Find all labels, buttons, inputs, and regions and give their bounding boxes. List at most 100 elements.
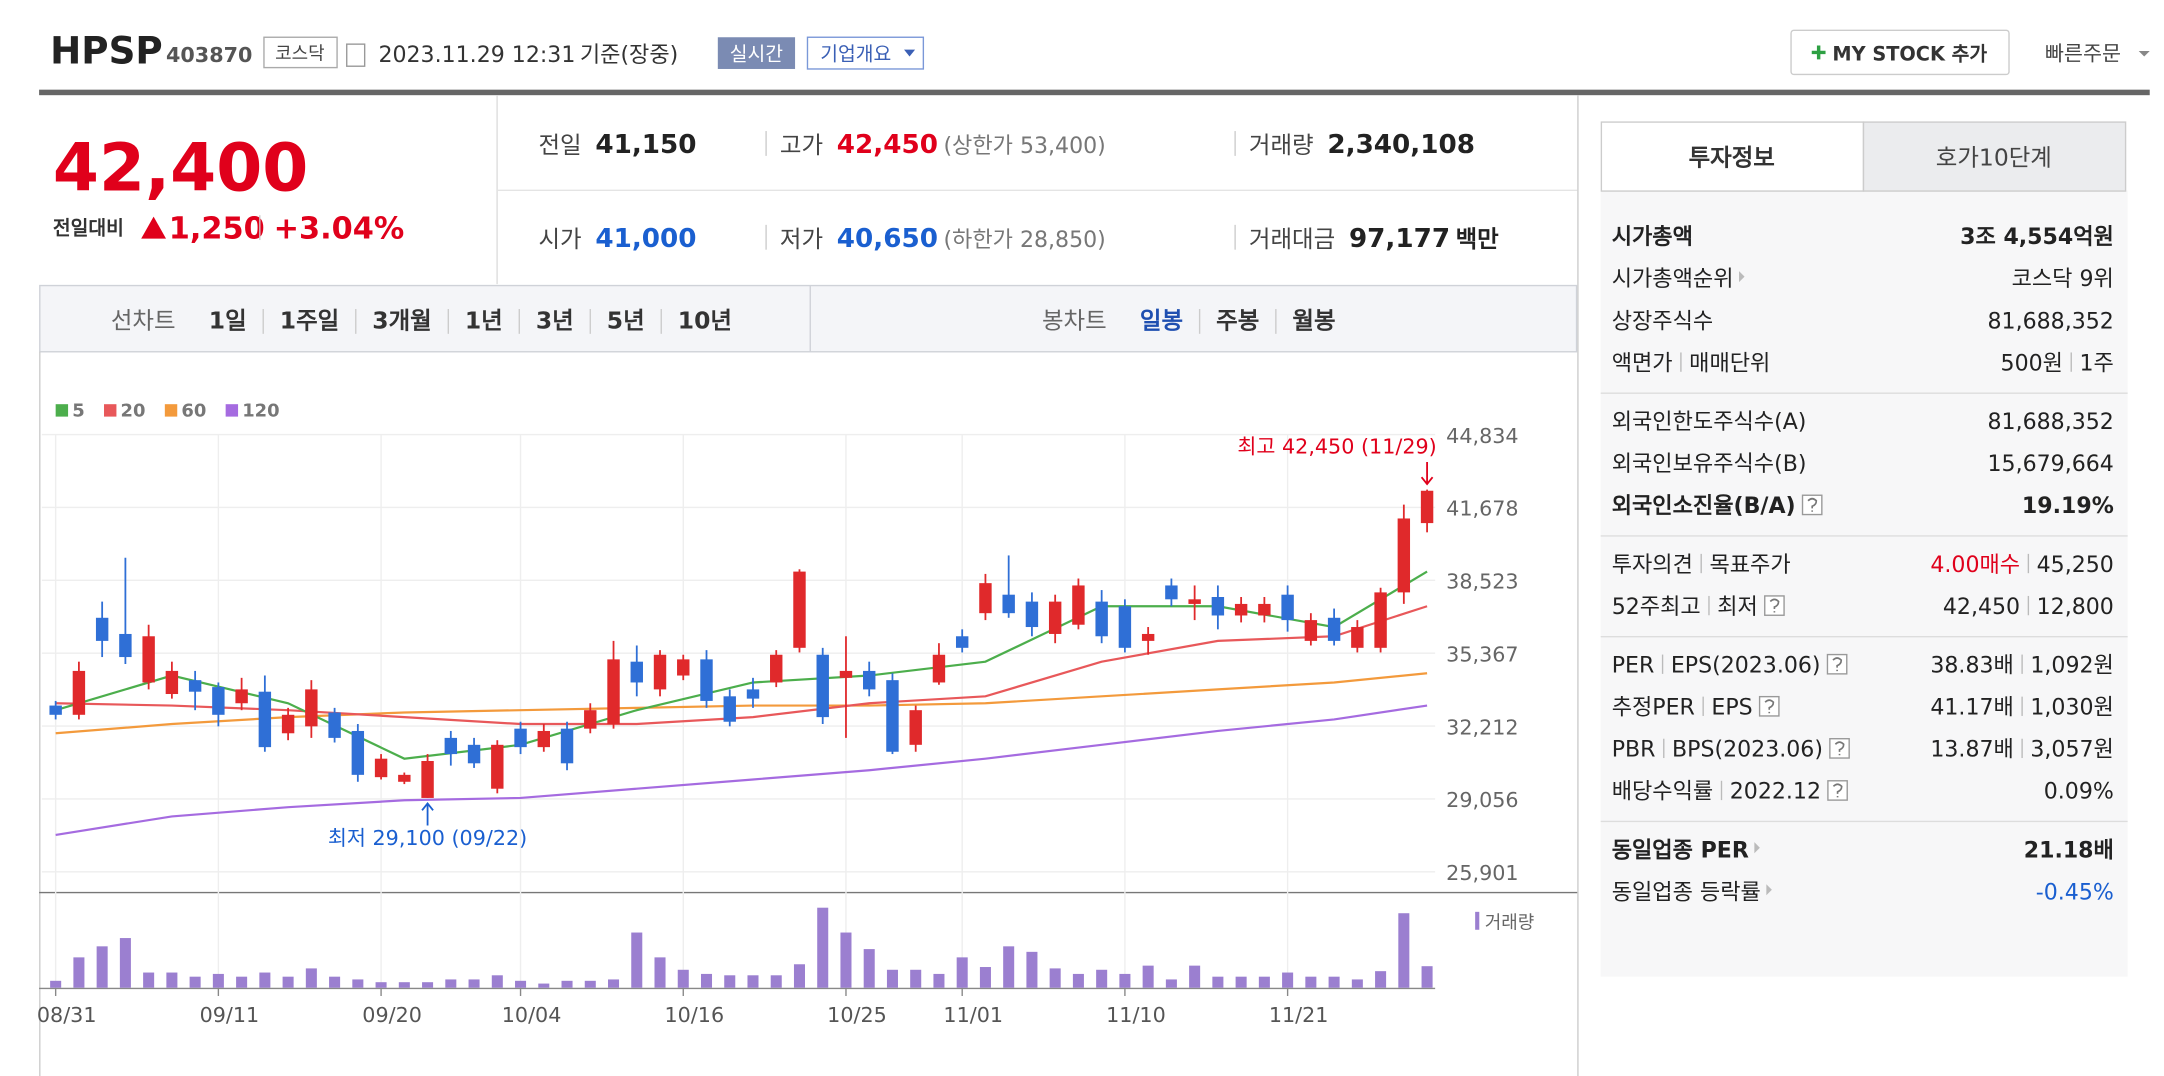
period[interactable]: 1주일 (280, 306, 339, 334)
volume-bar (73, 957, 85, 988)
volume-bar (608, 979, 620, 988)
candle-body (653, 654, 667, 690)
info-label: EPS (1711, 696, 1752, 721)
legend-swatch (55, 404, 69, 417)
stat-value: 42,450 (837, 130, 938, 160)
my-stock[interactable]: MY STOCK 추가 (1832, 43, 1987, 66)
candle-body (119, 633, 132, 658)
candle-body (95, 617, 109, 641)
candle-body (1025, 601, 1039, 628)
info-value: 12,800 (2037, 595, 2114, 620)
period[interactable]: 10년 (678, 306, 732, 334)
info-label: 배당수익률 (1612, 780, 1714, 805)
moving-average (55, 704, 1428, 836)
legend-swatch (104, 404, 117, 417)
doc-icon (346, 43, 366, 67)
company[interactable]: 기업개요 (820, 43, 891, 66)
help-glyph (1807, 497, 1818, 512)
plus-icon (1811, 45, 1826, 60)
candle-body (1258, 603, 1271, 616)
volume-bar (793, 964, 805, 988)
volume-bar (398, 982, 410, 988)
candle-body (1118, 606, 1132, 648)
info-value: 42,450 (1943, 595, 2020, 620)
info-value: 3,057원 (2030, 738, 2113, 763)
stat-value: 2,340,108 (1327, 130, 1475, 160)
stat: 저가 40,650 (하한가 28,850) (780, 224, 1106, 254)
volume-bar (677, 969, 689, 988)
stat: 거래량 2,340,108 (1249, 130, 1475, 160)
volume-bar (143, 972, 155, 988)
x-tick-label: 11/01 (943, 1003, 1003, 1027)
y-tick-label: 38,523 (1446, 570, 1518, 594)
period[interactable]: 1일 (209, 306, 247, 334)
quick-order[interactable]: 빠른주문 (2045, 42, 2121, 66)
info-label: 외국인한도주식수(A) (1612, 410, 1807, 435)
help-glyph (1832, 657, 1843, 672)
help-glyph (1832, 783, 1843, 798)
period[interactable]: 일봉 (1140, 306, 1183, 334)
tab-label[interactable]: 투자정보 (1689, 144, 1775, 172)
volume-bar (1142, 965, 1154, 988)
x-tick-label: 10/25 (827, 1003, 887, 1027)
realtime-badge[interactable] (717, 37, 796, 69)
volume-bar (1049, 968, 1061, 988)
candle-body (793, 571, 806, 648)
candle-body (955, 636, 969, 648)
info-value: 19.19% (2022, 494, 2114, 519)
volume-bar (468, 979, 480, 988)
info-label: 최저 (1717, 595, 1758, 620)
stat-unit: 백만 (1456, 225, 1500, 253)
candle-body (770, 654, 783, 683)
candle-body (1211, 597, 1225, 616)
realtime[interactable]: 실시간 (730, 43, 784, 66)
candle-body (72, 670, 86, 715)
candle-body (886, 680, 899, 752)
tab[interactable] (1862, 121, 2127, 192)
candle-body (444, 737, 458, 755)
stat: 시가 41,000 (538, 224, 696, 254)
stat-label: 전일 (538, 131, 581, 159)
candle-body (746, 689, 760, 699)
change-rate: +3.04% (274, 212, 405, 247)
candle-body (398, 774, 411, 782)
help-glyph (1834, 741, 1845, 756)
volume-bar (1258, 976, 1270, 988)
stat-label: 거래량 (1249, 131, 1314, 159)
volume-legend: 거래량 (1485, 912, 1534, 933)
x-tick-label: 09/11 (200, 1003, 260, 1027)
info-label: 2022.12 (1730, 780, 1821, 805)
stat-value: 41,150 (595, 130, 696, 160)
info-label: 상장주식수 (1612, 309, 1714, 334)
volume-bar (1328, 976, 1340, 988)
candle-body (560, 728, 574, 764)
period[interactable]: 3개월 (372, 306, 431, 334)
candle-body (1141, 633, 1155, 641)
period[interactable]: 3년 (536, 306, 574, 334)
candle-body (235, 689, 248, 704)
tab-label[interactable]: 호가10단계 (1936, 144, 2052, 172)
candle-body (700, 659, 713, 701)
period[interactable]: 1년 (465, 306, 503, 334)
period[interactable]: 월봉 (1292, 306, 1335, 334)
volume-bar (166, 972, 178, 988)
candle-body (723, 696, 736, 722)
candle-body (142, 636, 155, 683)
period[interactable]: 5년 (607, 306, 645, 334)
volume-bar (375, 982, 387, 988)
x-tick-label: 08/31 (37, 1003, 97, 1027)
volume-bar (1351, 979, 1363, 988)
my-stock-button[interactable] (1790, 29, 2010, 76)
y-tick-label: 32,212 (1446, 715, 1518, 739)
candle-body (1397, 518, 1411, 593)
volume-bar (1096, 969, 1108, 988)
candle-body (258, 691, 272, 748)
candle-body (305, 689, 318, 727)
info-value: 1,030원 (2030, 696, 2113, 721)
company-button[interactable] (806, 36, 925, 70)
period[interactable]: 주봉 (1216, 306, 1259, 334)
x-tick-label: 09/20 (362, 1003, 422, 1027)
candle-body (188, 680, 202, 692)
